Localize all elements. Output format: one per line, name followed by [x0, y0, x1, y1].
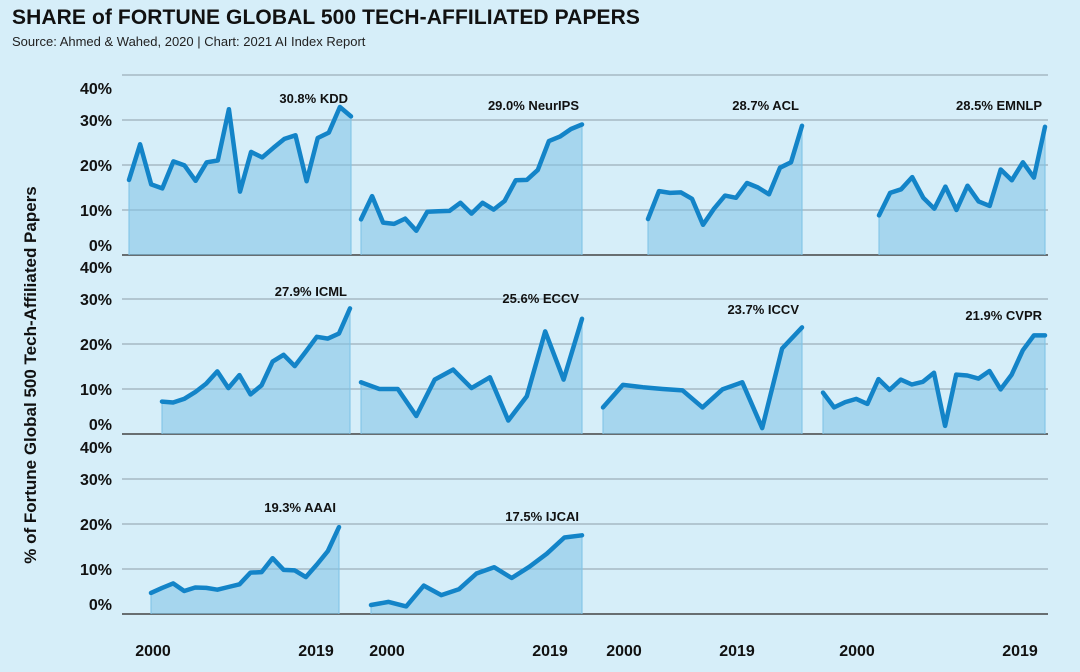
x-tick-label: 2000: [369, 643, 405, 660]
line-ijcai: [368, 533, 585, 609]
chart-title: SHARE of FORTUNE GLOBAL 500 TECH-AFFILIA…: [12, 6, 641, 29]
area-neurips: [361, 124, 582, 255]
line-cvpr: [820, 333, 1048, 429]
x-tick-label: 2000: [839, 643, 875, 660]
line-kdd: [126, 104, 354, 194]
x-tick-label: 2000: [135, 643, 171, 660]
line-iccv: [600, 325, 805, 431]
line-emnlp: [876, 124, 1048, 218]
annotation-cvpr: 21.9% CVPR: [965, 308, 1042, 323]
area-emnlp: [879, 126, 1045, 255]
y-tick-label: 40%: [80, 440, 112, 457]
y-tick-label: 20%: [80, 158, 112, 175]
annotation-acl: 28.7% ACL: [732, 98, 799, 113]
y-tick-label: 0%: [89, 417, 112, 434]
line-aaai: [148, 524, 342, 596]
area-cvpr: [823, 335, 1045, 434]
y-tick-label: 20%: [80, 337, 112, 354]
area-aaai: [151, 527, 339, 614]
x-tick-label: 2019: [532, 643, 568, 660]
y-tick-label: 10%: [80, 382, 112, 399]
x-tick-label: 2019: [298, 643, 334, 660]
y-tick-label: 10%: [80, 203, 112, 220]
area-icml: [162, 308, 350, 434]
area-acl: [648, 125, 802, 255]
y-tick-label: 40%: [80, 81, 112, 98]
y-tick-label: 20%: [80, 517, 112, 534]
annotation-neurips: 29.0% NeurIPS: [488, 98, 579, 113]
annotation-eccv: 25.6% ECCV: [502, 291, 579, 306]
y-tick-label: 30%: [80, 113, 112, 130]
line-acl: [645, 123, 805, 228]
y-tick-label: 40%: [80, 260, 112, 277]
line-eccv: [358, 316, 585, 423]
x-tick-label: 2019: [719, 643, 755, 660]
x-tick-label: 2000: [606, 643, 642, 660]
annotation-icml: 27.9% ICML: [275, 284, 347, 299]
y-tick-label: 10%: [80, 562, 112, 579]
annotation-ijcai: 17.5% IJCAI: [505, 509, 579, 524]
chart-subtitle: Source: Ahmed & Wahed, 2020 | Chart: 202…: [12, 34, 366, 49]
y-tick-label: 30%: [80, 472, 112, 489]
line-neurips: [358, 122, 585, 233]
line-icml: [159, 306, 353, 405]
annotation-kdd: 30.8% KDD: [279, 91, 348, 106]
area-eccv: [361, 318, 582, 434]
y-tick-label: 30%: [80, 292, 112, 309]
annotation-aaai: 19.3% AAAI: [264, 500, 336, 515]
annotation-emnlp: 28.5% EMNLP: [956, 98, 1042, 113]
y-tick-label: 0%: [89, 597, 112, 614]
annotation-iccv: 23.7% ICCV: [727, 302, 799, 317]
x-tick-label: 2019: [1002, 643, 1038, 660]
y-tick-label: 0%: [89, 238, 112, 255]
